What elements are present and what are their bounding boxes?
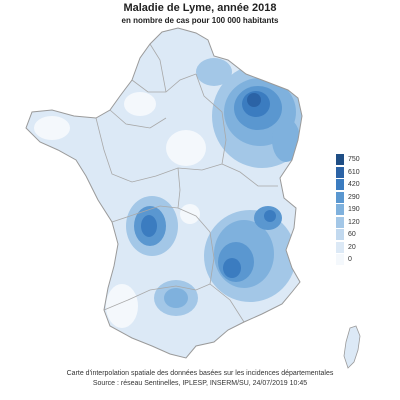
region-border-6: [111, 205, 215, 285]
region-borders: [95, 43, 278, 323]
legend-swatch-420: [336, 179, 344, 190]
patch-southwest-core: [164, 288, 188, 308]
patch-ardennes: [196, 58, 232, 86]
legend-swatch-290: [336, 191, 344, 203]
region-border-7: [103, 283, 211, 311]
legend-swatch-750: [336, 154, 344, 165]
legend-label-290: 290: [348, 193, 360, 201]
legend-label-190: 190: [348, 206, 360, 213]
region-border-8: [209, 283, 245, 323]
legend-swatch-610: [336, 166, 344, 178]
patch-centre-core: [141, 215, 157, 237]
legend-label-610: 610: [348, 168, 360, 176]
patch-ile-de-france-light: [166, 130, 206, 166]
legend-swatch-60: [336, 229, 344, 240]
legend-label-120: 120: [348, 218, 360, 226]
legend-label-750: 750: [348, 156, 360, 163]
legend-swatch-190: [336, 204, 344, 215]
patch-landes-light: [106, 284, 138, 328]
caption-line-1: Carte d'interpolation spatiale des donné…: [66, 370, 334, 377]
region-border-2: [109, 109, 167, 129]
legend-label-0: 0: [348, 256, 352, 263]
legend-swatch-120: [336, 216, 344, 228]
patch-normandy-light: [124, 92, 156, 116]
map-title: Maladie de Lyme, année 2018: [123, 2, 277, 14]
patch-auvergne-light: [180, 204, 200, 224]
region-border-9: [177, 167, 181, 209]
patch-alsace: [272, 118, 300, 162]
legend-swatch-0: [336, 254, 344, 265]
incidence-patches: [34, 58, 302, 328]
region-border-10: [149, 43, 167, 93]
patch-savoie-core: [264, 210, 276, 222]
patch-northeast-peak: [247, 93, 261, 107]
region-border-5: [221, 163, 278, 187]
region-border-4: [95, 117, 223, 183]
legend-label-420: 420: [348, 181, 360, 188]
region-border-3: [195, 73, 227, 165]
legend-label-60: 60: [348, 231, 356, 238]
caption-line-2: Source : réseau Sentinelles, IPLESP, INS…: [92, 380, 308, 387]
map-subtitle: en nombre de cas pour 100 000 habitants: [121, 16, 279, 25]
legend: 750 610 420 290 190 120 60 20 0: [336, 154, 376, 270]
corsica: [343, 325, 361, 369]
legend-label-20: 20: [348, 243, 356, 251]
patch-brittany-light: [34, 116, 70, 140]
patch-alps-core: [223, 258, 241, 278]
legend-swatch-20: [336, 241, 344, 253]
